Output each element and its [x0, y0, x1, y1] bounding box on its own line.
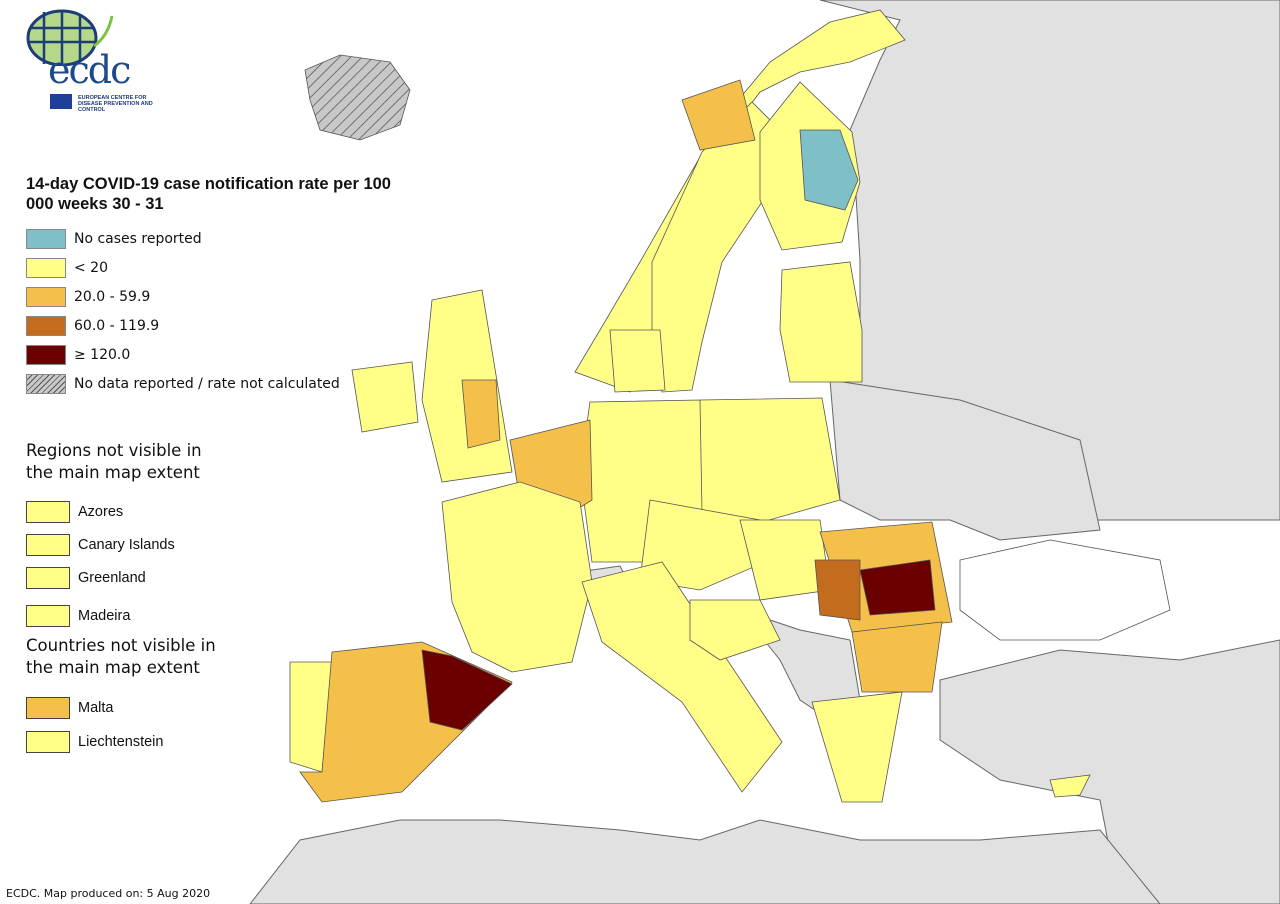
- legend-item: Canary Islands: [26, 534, 175, 556]
- legend-swatch: [26, 258, 66, 278]
- legend-item: Greenland: [26, 567, 146, 589]
- region-slovenia-croatia: [689, 599, 781, 661]
- legend-swatch: [26, 316, 66, 336]
- legend-item: Azores: [26, 501, 123, 523]
- eu-flag-icon: [50, 94, 72, 109]
- region-non-eu-ukraine-belarus: [829, 379, 1101, 541]
- region-uk-england-central: [461, 379, 501, 449]
- legend-swatch: [26, 501, 70, 523]
- region-romania-west: [814, 559, 861, 621]
- region-france: [441, 481, 593, 673]
- legend-swatch: [26, 731, 70, 753]
- region-spain-northeast: [421, 649, 513, 731]
- legend-label: Malta: [78, 700, 114, 716]
- legend-item: ≥ 120.0: [26, 345, 130, 365]
- logo-text: ecdc: [48, 48, 131, 92]
- legend-label: 20.0 - 59.9: [74, 289, 151, 305]
- legend-item: 60.0 - 119.9: [26, 316, 159, 336]
- region-denmark: [609, 329, 666, 393]
- legend-swatch: [26, 229, 66, 249]
- countries-not-visible-title: Countries not visible in the main map ex…: [26, 636, 216, 677]
- legend-item: Liechtenstein: [26, 731, 163, 753]
- legend-swatch: [26, 534, 70, 556]
- legend-swatch: [26, 374, 66, 394]
- legend-label: Madeira: [78, 608, 131, 624]
- region-spain: [299, 641, 513, 803]
- legend-label: No cases reported: [74, 231, 202, 247]
- region-cyprus: [1049, 774, 1091, 798]
- logo-subtitle: EUROPEAN CENTRE FOR DISEASE PREVENTION A…: [78, 95, 153, 113]
- legend-label: 60.0 - 119.9: [74, 318, 160, 334]
- legend-swatch: [26, 287, 66, 307]
- legend-label: Greenland: [78, 570, 146, 586]
- region-greece: [811, 691, 903, 803]
- legend-label: Canary Islands: [78, 537, 175, 553]
- globe-icon: [26, 9, 114, 66]
- ecdc-logo: [24, 6, 154, 66]
- region-ireland: [351, 361, 419, 433]
- region-non-eu-turkey-mideast: [939, 639, 1280, 904]
- legend-swatch: [26, 567, 70, 589]
- region-baltics: [779, 261, 863, 383]
- region-black-sea: [959, 539, 1171, 641]
- region-bulgaria: [851, 621, 943, 693]
- legend-item: Madeira: [26, 605, 130, 627]
- region-czech-austria: [639, 499, 771, 591]
- legend-title: 14-day COVID-19 case notification rate p…: [26, 175, 391, 213]
- legend-item: No data reported / rate not calculated: [26, 374, 340, 394]
- region-finland-east: [799, 129, 859, 211]
- legend-item: No cases reported: [26, 229, 202, 249]
- region-non-eu-africa: [249, 819, 1161, 904]
- legend-label: Liechtenstein: [78, 734, 164, 750]
- region-poland: [699, 397, 841, 523]
- legend-label: < 20: [74, 260, 108, 276]
- region-romania-hotspot: [859, 559, 936, 616]
- legend-swatch: [26, 605, 70, 627]
- map-credit: ECDC. Map produced on: 5 Aug 2020: [6, 887, 211, 900]
- regions-not-visible-title: Regions not visible in the main map exte…: [26, 441, 202, 482]
- legend-label: Azores: [78, 504, 124, 520]
- legend-label: No data reported / rate not calculated: [74, 376, 340, 392]
- legend-swatch: [26, 345, 66, 365]
- legend-swatch: [26, 697, 70, 719]
- legend-label: ≥ 120.0: [74, 347, 131, 363]
- legend-item: < 20: [26, 258, 108, 278]
- region-sweden-north: [681, 79, 756, 151]
- region-italy: [581, 561, 783, 793]
- region-iceland: [304, 54, 411, 141]
- legend-item: Malta: [26, 697, 113, 719]
- legend-item: 20.0 - 59.9: [26, 287, 150, 307]
